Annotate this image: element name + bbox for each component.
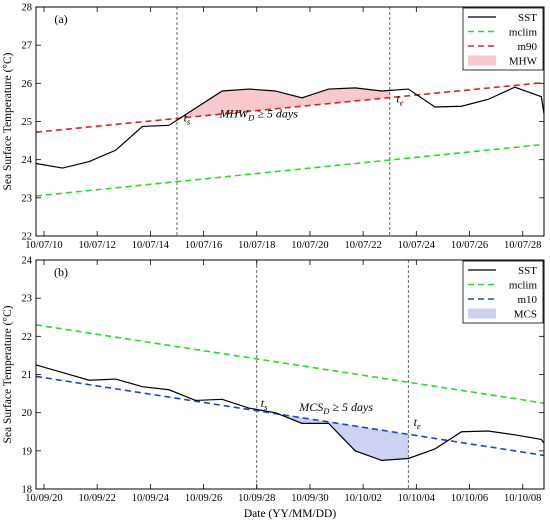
x-tick-label: 10/07/14 xyxy=(132,240,170,251)
legend: SST mclim m90 MHW xyxy=(462,7,544,71)
annotation-ts-subscript: s xyxy=(187,117,191,127)
panel-a: 22 23 24 25 26 27 28 10/07/10 10/07/12 10/07/14 10… xyxy=(2,3,545,251)
legend-entry-mclim: mclim xyxy=(509,280,538,292)
legend-swatch-mcs xyxy=(468,308,496,319)
x-tick-label: 10/10/06 xyxy=(451,493,488,504)
legend-entry-m90: m90 xyxy=(517,41,537,53)
legend-entry-m10: m10 xyxy=(517,294,537,306)
y-tick-label: 24 xyxy=(22,256,33,267)
y-tick-label: 28 xyxy=(22,3,33,14)
annotation-te-subscript: e xyxy=(400,97,404,107)
annotation-te-letter: t xyxy=(414,415,418,429)
legend-entry-mcs: MCS xyxy=(514,309,537,321)
x-tick-label: 10/07/16 xyxy=(185,240,222,251)
x-tick-label: 10/09/30 xyxy=(291,493,328,504)
y-tick-label: 21 xyxy=(22,370,33,381)
series-m90-line xyxy=(35,81,545,133)
y-tick-label: 23 xyxy=(22,193,33,204)
series-m10-line xyxy=(35,375,545,457)
annotation-ts: ts xyxy=(261,396,268,412)
y-tick-label: 24 xyxy=(22,155,33,166)
annotation-duration-rest: ≥ 5 days xyxy=(254,107,298,121)
panel-label: (b) xyxy=(54,265,68,279)
x-tick-label: 10/07/24 xyxy=(398,240,436,251)
x-tick-label: 10/10/08 xyxy=(504,493,541,504)
x-tick-label: 10/07/18 xyxy=(238,240,275,251)
annotation-ts-letter: t xyxy=(184,111,188,125)
annotation-duration: MCSD ≥ 5 days xyxy=(298,400,373,416)
annotation-te: te xyxy=(396,91,403,107)
y-tick-label: 22 xyxy=(22,332,33,343)
y-tick-label: 23 xyxy=(22,294,33,305)
legend-entry-sst: SST xyxy=(518,265,537,277)
y-tick-label: 27 xyxy=(22,41,33,52)
x-tick-label: 10/09/28 xyxy=(238,493,275,504)
x-tick-label: 10/07/26 xyxy=(451,240,488,251)
annotation-ts: ts xyxy=(184,111,191,127)
annotation-duration: MHWD ≥ 5 days xyxy=(219,107,299,123)
legend: SST mclim m10 MCS xyxy=(462,260,544,324)
y-tick-label: 22 xyxy=(22,232,33,243)
x-tick-label: 10/07/22 xyxy=(344,240,381,251)
y-axis-label: Sea Surface Temperature (°C) xyxy=(2,305,14,443)
legend-entry-mclim: mclim xyxy=(509,27,538,39)
annotation-duration-subscript: D xyxy=(322,406,330,416)
annotation-duration-name: MHW xyxy=(219,107,250,121)
y-tick-label: 19 xyxy=(22,446,33,457)
annotation-ts-subscript: s xyxy=(264,402,268,412)
x-tick-label: 10/10/02 xyxy=(344,493,381,504)
legend-swatch-mhw xyxy=(468,55,496,66)
annotation-te: te xyxy=(414,415,421,431)
annotation-ts-letter: t xyxy=(261,396,265,410)
x-tick-label: 10/09/26 xyxy=(185,493,222,504)
series-mclim-line xyxy=(35,143,545,197)
series-sst-line xyxy=(35,86,545,169)
x-tick-label: 10/09/20 xyxy=(25,493,62,504)
y-tick-label: 20 xyxy=(22,408,33,419)
x-tick-label: 10/07/10 xyxy=(25,240,62,251)
annotation-duration-rest: ≥ 5 days xyxy=(329,400,373,414)
annotation-duration-name: MCS xyxy=(298,400,323,414)
y-tick-label: 18 xyxy=(22,485,33,496)
legend-entry-mhw: MHW xyxy=(509,56,538,68)
x-tick-label: 10/07/28 xyxy=(504,240,541,251)
series-sst-line xyxy=(35,364,545,461)
annotation-duration-subscript: D xyxy=(247,113,255,123)
series-mclim-line xyxy=(35,324,545,404)
mcs-event-fill xyxy=(256,409,409,461)
x-tick-label: 10/10/04 xyxy=(398,493,436,504)
x-tick-label: 10/07/12 xyxy=(79,240,116,251)
mhw-event-fill xyxy=(176,87,390,121)
legend-entry-sst: SST xyxy=(518,12,537,24)
y-axis-label: Sea Surface Temperature (°C) xyxy=(2,52,14,190)
panel-b: 18 19 20 21 22 23 24 10/09/20 10/09/22 10/09/24 10… xyxy=(2,256,545,520)
x-tick-label: 10/07/20 xyxy=(291,240,328,251)
annotation-te-letter: t xyxy=(396,91,400,105)
x-tick-label: 10/09/22 xyxy=(79,493,116,504)
panel-label: (a) xyxy=(54,12,67,26)
y-tick-label: 25 xyxy=(22,117,33,128)
x-tick-label: 10/09/24 xyxy=(132,493,170,504)
y-tick-label: 26 xyxy=(22,79,33,90)
x-axis-label: Date (YY/MM/DD) xyxy=(244,508,336,520)
annotation-te-subscript: e xyxy=(417,421,421,431)
